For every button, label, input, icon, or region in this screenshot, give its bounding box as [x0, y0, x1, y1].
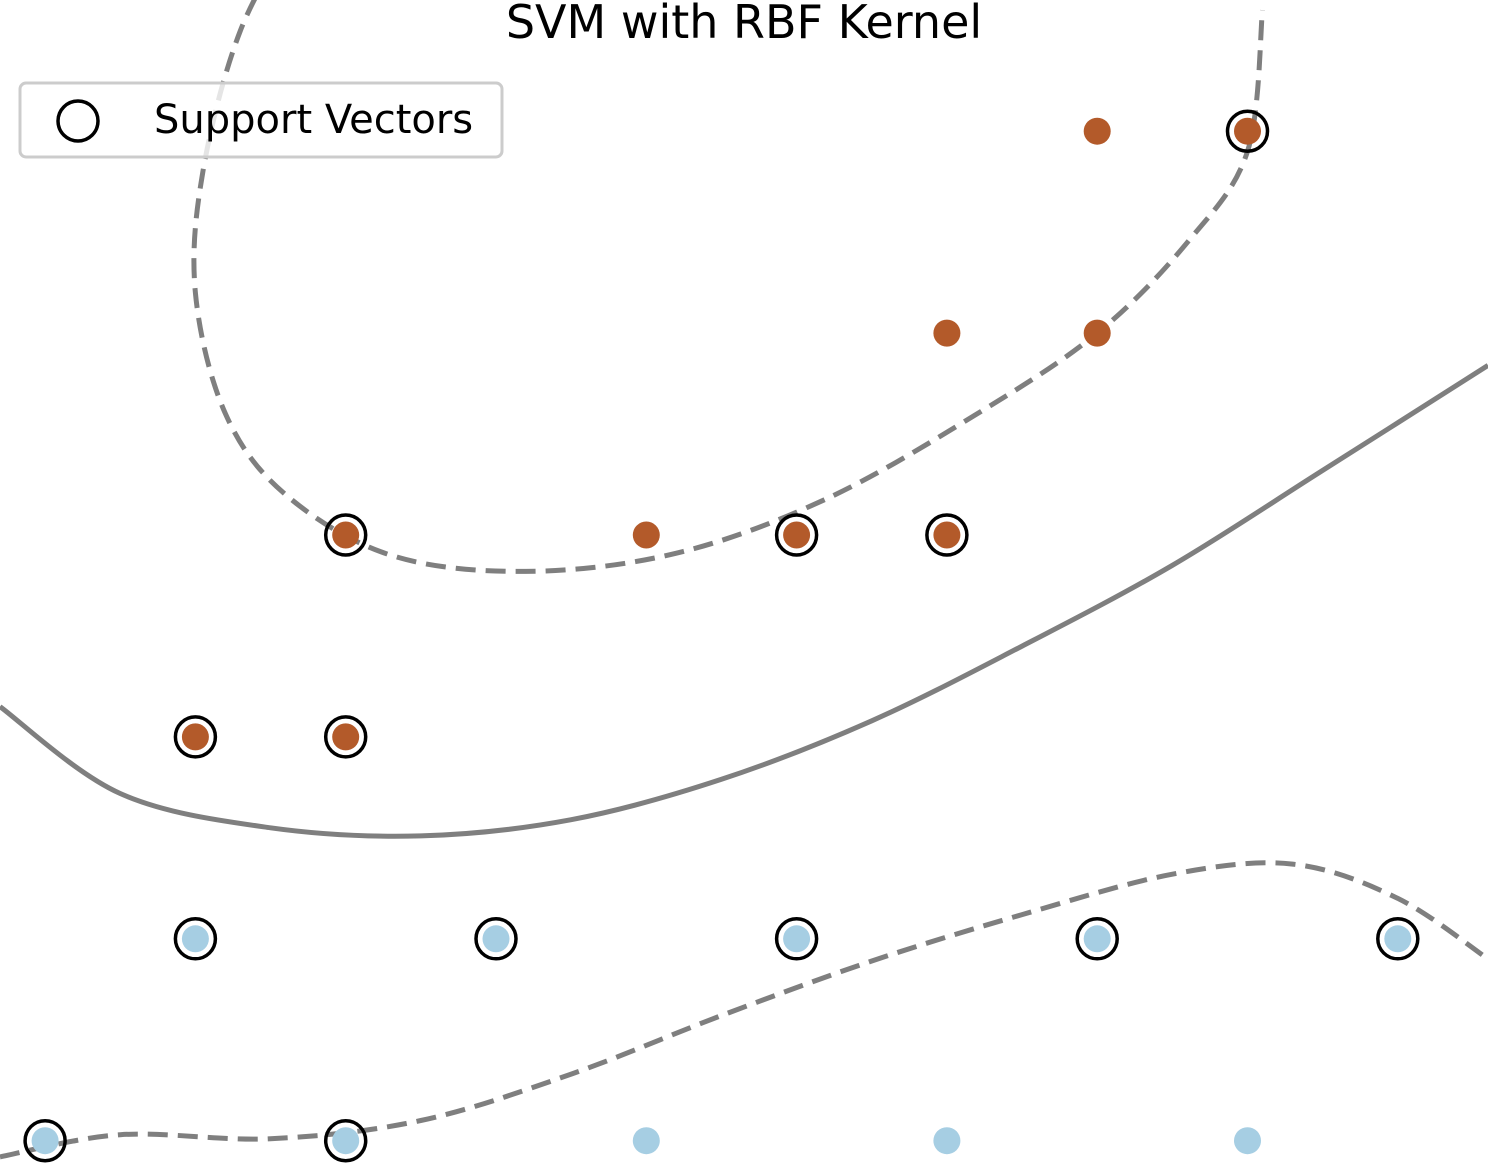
support-vector-marker	[774, 513, 819, 557]
support-vector-marker	[173, 917, 218, 961]
data-point-class-0	[933, 1127, 961, 1155]
legend: Support Vectors	[18, 81, 504, 159]
data-point-class-1	[332, 521, 360, 549]
data-point-class-0	[632, 1127, 660, 1155]
legend-box	[18, 81, 504, 159]
margin-line-negative	[0, 860, 1488, 1160]
data-point-class-1	[1083, 117, 1111, 145]
support-vector-marker	[925, 513, 969, 557]
data-point-class-0	[1234, 1127, 1261, 1155]
data-point-class-1	[632, 521, 660, 549]
data-point-class-0	[1083, 925, 1111, 953]
support-vector-marker	[774, 917, 819, 961]
data-point-class-1	[332, 723, 360, 751]
data-point-class-1	[933, 521, 961, 549]
data-point-class-0	[1384, 925, 1412, 953]
legend-label-support-vectors: Support Vectors	[154, 97, 473, 143]
data-point-class-0	[482, 925, 510, 953]
support-vector-marker	[474, 917, 518, 961]
data-point-class-1	[1083, 319, 1111, 347]
data-point-class-1	[181, 723, 209, 751]
support-vector-marker	[173, 715, 218, 759]
data-point-class-1	[783, 521, 811, 549]
data-point-class-1	[933, 319, 961, 347]
data-point-class-0	[181, 925, 209, 953]
margin-line-positive	[191, 0, 1265, 574]
data-points	[31, 117, 1412, 1155]
decision-boundary-line	[0, 363, 1488, 839]
support-vector-marker	[1376, 917, 1420, 961]
chart-title: SVM with RBF Kernel	[506, 0, 982, 49]
support-vector-marker	[1225, 109, 1270, 153]
legend-marker-support-vectors	[56, 99, 100, 143]
support-vector-marker	[323, 1118, 368, 1163]
data-point-class-0	[332, 1127, 360, 1155]
support-vector-marker	[23, 1118, 67, 1163]
data-point-class-0	[31, 1127, 59, 1155]
support-vector-marker	[323, 513, 368, 557]
support-vector-markers	[23, 109, 1420, 1163]
support-vector-marker	[323, 715, 368, 759]
data-point-class-0	[783, 925, 811, 953]
data-point-class-1	[1234, 117, 1261, 145]
support-vector-marker	[1075, 917, 1119, 961]
